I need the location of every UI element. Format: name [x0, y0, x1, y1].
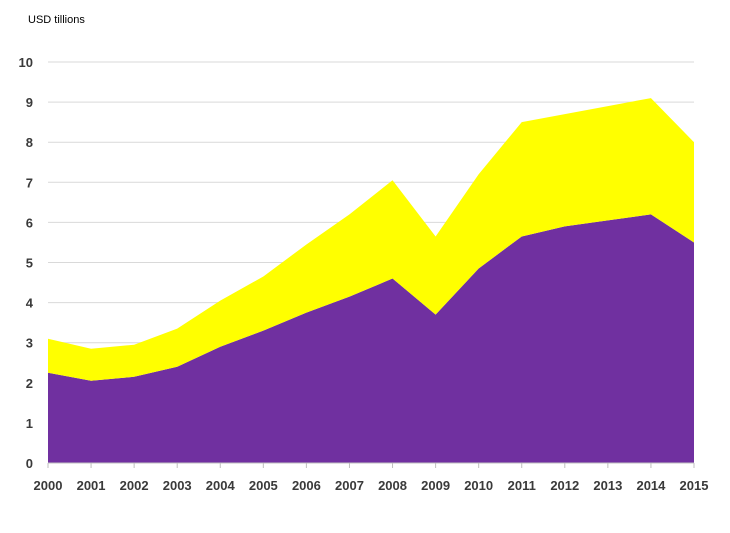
x-tick-label: 2007: [335, 478, 364, 493]
y-tick-label: 9: [26, 95, 33, 110]
y-tick-label: 10: [19, 55, 33, 70]
x-tick-label: 2003: [163, 478, 192, 493]
area-series-layer: [48, 98, 694, 463]
y-tick-label: 8: [26, 135, 33, 150]
x-tick-label: 2005: [249, 478, 278, 493]
x-tick-label: 2014: [636, 478, 666, 493]
x-axis-tick-labels: 2000 2001 2002 2003 2004 2005 2006 2007 2008 2009…: [34, 478, 709, 493]
x-tick-label: 2009: [421, 478, 450, 493]
x-tick-label: 2002: [120, 478, 149, 493]
area-series-2: [48, 98, 694, 381]
area-series-1: [48, 214, 694, 463]
y-tick-label: 7: [26, 175, 33, 190]
axes: [47, 462, 695, 468]
x-tick-label: 2006: [292, 478, 321, 493]
y-tick-label: 4: [26, 296, 34, 311]
y-axis-tick-labels: 0 1 2 3 4 5 6 7 8 9 10: [19, 55, 34, 471]
y-tick-label: 3: [26, 336, 33, 351]
x-tick-label: 2010: [464, 478, 493, 493]
y-tick-label: 0: [26, 456, 33, 471]
x-tick-label: 2015: [680, 478, 709, 493]
y-tick-label: 5: [26, 256, 33, 271]
unit-label: USD tillions: [28, 14, 85, 26]
x-tick-label: 2011: [508, 478, 536, 493]
y-tick-label: 1: [26, 416, 33, 431]
x-tick-label: 2008: [378, 478, 407, 493]
x-tick-label: 2004: [206, 478, 236, 493]
y-tick-label: 6: [26, 215, 33, 230]
x-tick-label: 2001: [77, 478, 106, 493]
x-tick-label: 2000: [34, 478, 63, 493]
x-tick-label: 2013: [593, 478, 622, 493]
x-tick-label: 2012: [550, 478, 579, 493]
y-tick-label: 2: [26, 376, 33, 391]
